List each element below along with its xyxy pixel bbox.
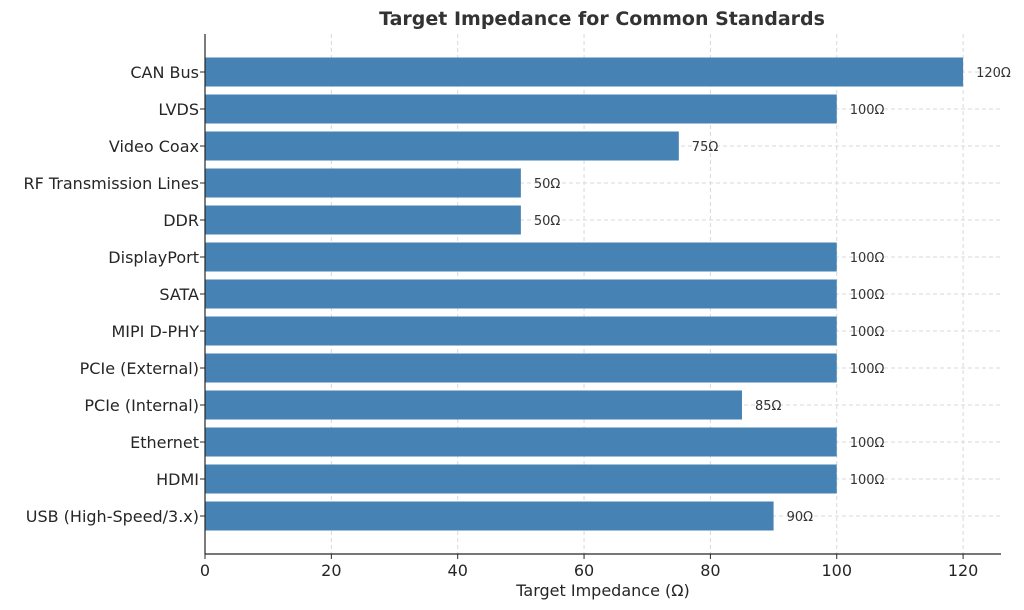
category-label: DDR [163, 211, 199, 230]
bar-value-label: 75Ω [692, 140, 719, 155]
bar [205, 316, 837, 346]
bar-value-label: 100Ω [850, 362, 885, 377]
bar-value-label: 100Ω [850, 473, 885, 488]
category-label: PCIe (External) [80, 359, 199, 378]
bar-value-label: 100Ω [850, 288, 885, 303]
category-label: CAN Bus [130, 63, 199, 82]
bar-value-label: 85Ω [755, 399, 782, 414]
x-tick-label: 0 [200, 561, 210, 580]
bar [205, 501, 774, 531]
category-label: Video Coax [109, 137, 199, 156]
bar-value-label: 100Ω [850, 436, 885, 451]
x-tick-label: 100 [821, 561, 852, 580]
data-labels: 90Ω 100Ω 100Ω 85Ω 100Ω 100Ω 100Ω 100Ω 50Ω 50Ω 75Ω 1… [534, 66, 1011, 525]
chart-title: Target Impedance for Common Standards [379, 8, 825, 30]
bar-value-label: 100Ω [850, 103, 885, 118]
x-tick-label: 60 [574, 561, 594, 580]
bar [205, 279, 837, 309]
bar [205, 131, 679, 161]
category-label: SATA [159, 285, 199, 304]
bar [205, 57, 964, 87]
category-label: LVDS [158, 100, 199, 119]
category-label: USB (High-Speed/3.x) [26, 507, 199, 526]
category-label: MIPI D-PHY [111, 322, 199, 341]
bar [205, 94, 837, 124]
x-tick-labels: 0 20 40 60 80 100 120 [200, 554, 978, 580]
bar [205, 390, 742, 420]
x-axis-title: Target Impedance (Ω) [515, 581, 689, 600]
bar [205, 205, 521, 235]
bar-value-label: 100Ω [850, 325, 885, 340]
bar-value-label: 50Ω [534, 177, 561, 192]
bars [205, 57, 964, 531]
x-tick-label: 120 [948, 561, 979, 580]
bar [205, 427, 837, 457]
x-tick-label: 80 [700, 561, 720, 580]
bar-value-label: 120Ω [976, 66, 1011, 81]
bar-value-label: 50Ω [534, 214, 561, 229]
category-labels: USB (High-Speed/3.x) HDMI Ethernet PCIe (In… [23, 63, 205, 526]
x-tick-label: 40 [448, 561, 468, 580]
category-label: RF Transmission Lines [23, 174, 199, 193]
bar-value-label: 90Ω [787, 510, 814, 525]
bar-value-label: 100Ω [850, 251, 885, 266]
bar [205, 353, 837, 383]
bar [205, 242, 837, 272]
category-label: Ethernet [130, 433, 199, 452]
bar [205, 464, 837, 494]
category-label: DisplayPort [108, 248, 199, 267]
x-tick-label: 20 [321, 561, 341, 580]
category-label: PCIe (Internal) [84, 396, 199, 415]
bar [205, 168, 521, 198]
category-label: HDMI [156, 470, 199, 489]
